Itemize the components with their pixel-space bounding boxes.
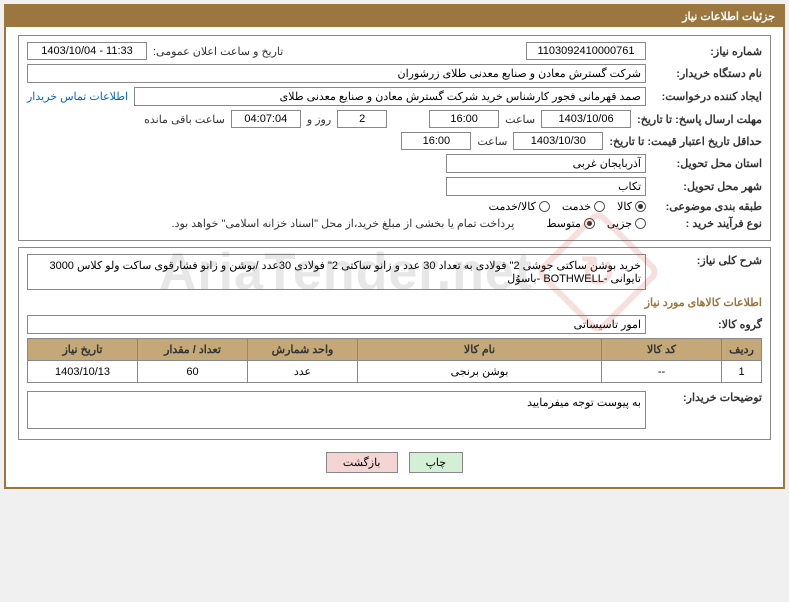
panel-header: جزئیات اطلاعات نیاز — [6, 6, 783, 27]
goods-info-title: اطلاعات کالاهای مورد نیاز — [27, 296, 762, 309]
radio-both[interactable]: کالا/خدمت — [489, 200, 550, 213]
remain-time: 04:07:04 — [231, 110, 301, 128]
cell-unit: عدد — [248, 361, 358, 383]
cell-qty: 60 — [138, 361, 248, 383]
radio-dot-0 — [638, 204, 643, 209]
subject-class-label: طبقه بندی موضوعی: — [652, 200, 762, 213]
city-label: شهر محل تحویل: — [652, 180, 762, 193]
th-unit: واحد شمارش — [248, 339, 358, 361]
need-no-value: 1103092410000761 — [526, 42, 646, 60]
announce-value: 1403/10/04 - 11:33 — [27, 42, 147, 60]
goods-group-label: گروه کالا: — [652, 318, 762, 331]
cell-date: 1403/10/13 — [28, 361, 138, 383]
radio-jozi[interactable]: جزیی — [607, 217, 646, 230]
deadline-date: 1403/10/06 — [541, 110, 631, 128]
print-button[interactable]: چاپ — [409, 452, 464, 473]
th-date: تاریخ نیاز — [28, 339, 138, 361]
province-label: استان محل تحویل: — [652, 157, 762, 170]
buyer-org-value: شرکت گسترش معادن و صنایع معدنی طلای زرشو… — [27, 64, 646, 83]
hour-label-2: ساعت — [477, 135, 507, 148]
subject-radio-group: کالا خدمت کالا/خدمت — [489, 200, 646, 213]
remain-days: 2 — [337, 110, 387, 128]
hour-label-1: ساعت — [505, 113, 535, 126]
table-row: 1--بوشن برنجیعدد601403/10/13 — [28, 361, 762, 383]
remarks-label: توضیحات خریدار: — [652, 391, 762, 404]
th-name: نام کالا — [358, 339, 602, 361]
radio-khedmat[interactable]: خدمت — [562, 200, 605, 213]
purchase-type-label: نوع فرآیند خرید : — [652, 217, 762, 230]
radio-motavaset[interactable]: متوسط — [546, 217, 595, 230]
day-and-label: روز و — [307, 113, 331, 126]
radio-dot-p1 — [587, 221, 592, 226]
general-desc-label: شرح کلی نیاز: — [652, 254, 762, 267]
general-desc-value: خرید بوشن ساکتی جوشی 2" فولادی به تعداد … — [27, 254, 646, 290]
buyer-org-label: نام دستگاه خریدار: — [652, 67, 762, 80]
purchase-radio-group: جزیی متوسط — [546, 217, 646, 230]
deadline-hour: 16:00 — [429, 110, 499, 128]
th-code: کد کالا — [602, 339, 722, 361]
th-radif: ردیف — [722, 339, 762, 361]
need-no-label: شماره نیاز: — [652, 45, 762, 58]
announce-label: تاریخ و ساعت اعلان عمومی: — [153, 45, 283, 58]
contact-link[interactable]: اطلاعات تماس خریدار — [27, 90, 128, 103]
cell-code: -- — [602, 361, 722, 383]
requester-value: صمد قهرمانی فجور کارشناس خرید شرکت گسترش… — [134, 87, 646, 106]
city-value: تکاب — [446, 177, 646, 196]
deadline-label: مهلت ارسال پاسخ: تا تاریخ: — [637, 113, 762, 126]
remain-label: ساعت باقی مانده — [144, 113, 225, 126]
validity-hour: 16:00 — [401, 132, 471, 150]
payment-note: پرداخت تمام یا بخشی از مبلغ خرید،از محل … — [172, 217, 515, 230]
back-button[interactable]: بازگشت — [326, 452, 398, 473]
province-value: آذربایجان غربی — [446, 154, 646, 173]
goods-group-value: امور تاسیساتی — [27, 315, 646, 334]
validity-date: 1403/10/30 — [513, 132, 603, 150]
remarks-value: به پیوست توجه میفرمایید — [27, 391, 646, 429]
cell-name: بوشن برنجی — [358, 361, 602, 383]
requester-label: ایجاد کننده درخواست: — [652, 90, 762, 103]
cell-radif: 1 — [722, 361, 762, 383]
goods-table: ردیف کد کالا نام کالا واحد شمارش تعداد /… — [27, 338, 762, 383]
radio-kala[interactable]: کالا — [617, 200, 646, 213]
validity-label: حداقل تاریخ اعتبار قیمت: تا تاریخ: — [609, 135, 762, 148]
th-qty: تعداد / مقدار — [138, 339, 248, 361]
